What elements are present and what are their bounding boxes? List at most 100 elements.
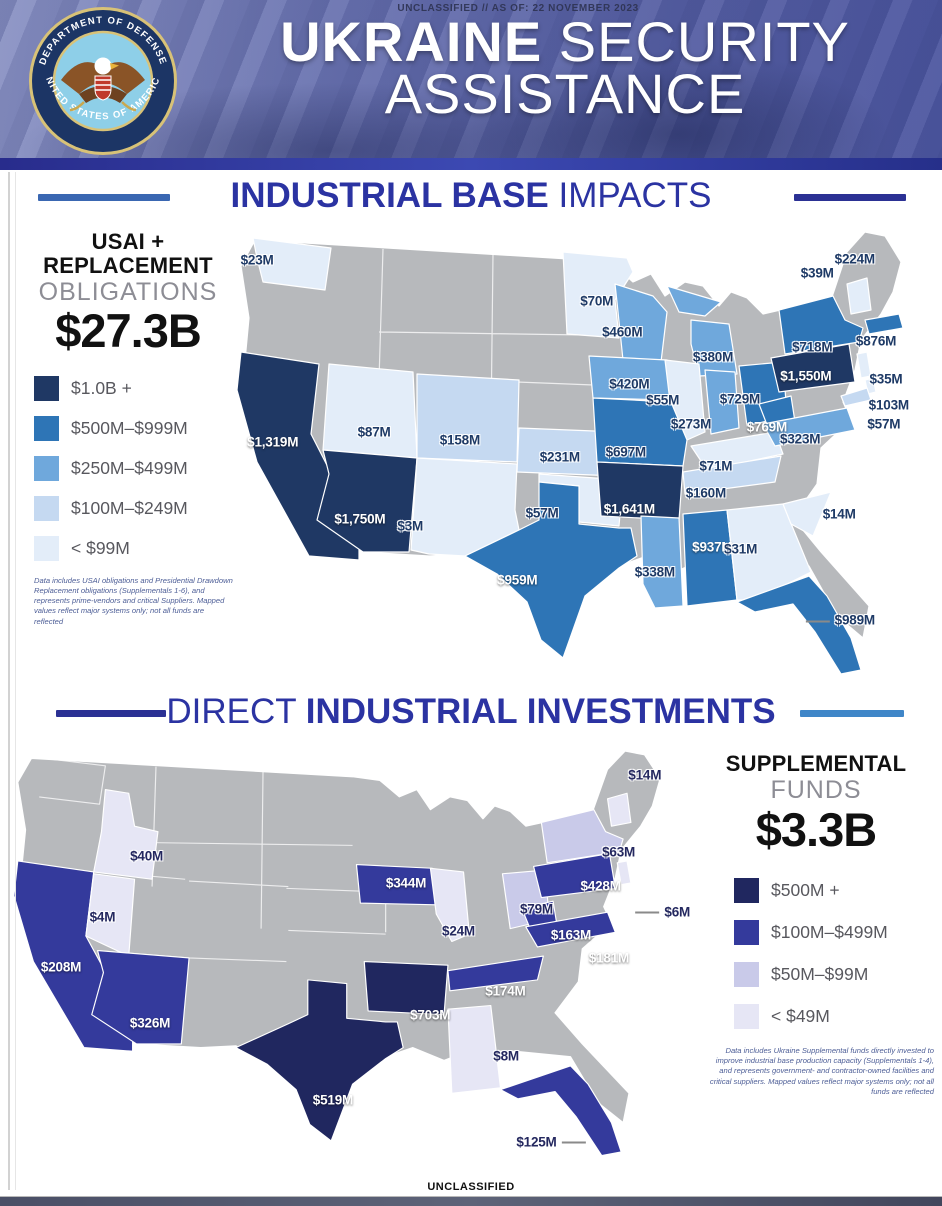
section2-title-regular: DIRECT bbox=[166, 692, 306, 731]
section1-footnote: Data includes USAI obligations and Presi… bbox=[34, 575, 233, 626]
state-value-label: $208M bbox=[40, 959, 82, 975]
state-value-label: $1,750M bbox=[334, 511, 386, 527]
state-value-label: $1,550M bbox=[780, 368, 832, 384]
legend-swatch bbox=[734, 961, 759, 987]
stat1-line3: OBLIGATIONS bbox=[38, 277, 218, 306]
state-value-label: $8M bbox=[493, 1048, 519, 1064]
section2-footnote: Data includes Ukraine Supplemental funds… bbox=[709, 1045, 934, 1096]
section2-title-text: DIRECT INDUSTRIAL INVESTMENTS bbox=[166, 692, 775, 731]
state-value-label: $71M bbox=[699, 458, 733, 474]
legend-label: < $49M bbox=[771, 1005, 830, 1026]
legend-label: $1.0B + bbox=[71, 377, 132, 398]
state-value-label: $703M bbox=[410, 1007, 451, 1023]
state-value-label: $231M bbox=[539, 449, 580, 465]
header-accent-bar bbox=[0, 158, 942, 170]
state-value-label: $87M bbox=[357, 424, 391, 440]
state-value-label: $57M bbox=[867, 416, 901, 432]
legend-swatch bbox=[734, 1003, 759, 1029]
state-value-label: $57M bbox=[525, 505, 559, 521]
state-value-label: $428M bbox=[580, 878, 621, 894]
section1-legend: $1.0B + $500M–$999M $250M–$499M $100M–$249M… bbox=[22, 375, 234, 561]
us-map-1 bbox=[236, 231, 904, 675]
bottom-bar bbox=[0, 1196, 942, 1206]
title-dash-left bbox=[38, 194, 170, 201]
state-value-label: $1,319M bbox=[247, 434, 299, 450]
page-header: UNCLASSIFIED // AS OF: 22 NOVEMBER 2023 … bbox=[0, 0, 942, 158]
state-value-label: $3M bbox=[397, 518, 424, 534]
legend-label: $50M–$99M bbox=[771, 963, 869, 984]
legend-item: $100M–$249M bbox=[34, 495, 234, 521]
legend-swatch bbox=[734, 919, 759, 945]
leader-line bbox=[561, 1141, 586, 1144]
legend-item: $500M–$999M bbox=[34, 415, 234, 441]
legend-swatch bbox=[34, 455, 59, 481]
state-value-label: $380M bbox=[692, 349, 734, 365]
us-map-2 bbox=[13, 750, 661, 1157]
stat2-value: $3.3B bbox=[755, 802, 877, 856]
stat2-line1: SUPPLEMENTAL bbox=[725, 751, 907, 776]
state-value-label: $937M bbox=[692, 539, 733, 555]
section1-title-regular: IMPACTS bbox=[548, 176, 712, 215]
state-value-label: $729M bbox=[719, 391, 761, 407]
title-ukraine: UKRAINE bbox=[280, 10, 543, 73]
state-value-label: $420M bbox=[609, 376, 650, 392]
state-value-label: $40M bbox=[130, 848, 164, 864]
title-dash-left-2 bbox=[56, 710, 166, 717]
state-value-label: $1,641M bbox=[603, 501, 655, 517]
section2-title: DIRECT INDUSTRIAL INVESTMENTS bbox=[0, 692, 942, 738]
map2-label-layer: $14M $63M $40M $344M $428M $79M $6M $4M $24M $163… bbox=[10, 742, 700, 1172]
legend-item: < $49M bbox=[734, 1003, 934, 1029]
state-value-label: $6M bbox=[635, 904, 690, 919]
section1-title: INDUSTRIAL BASE IMPACTS bbox=[0, 176, 942, 226]
section1-title-text: INDUSTRIAL BASE IMPACTS bbox=[231, 176, 712, 215]
state-value-label: $273M bbox=[670, 416, 712, 432]
state-value-label: $989M bbox=[805, 613, 875, 628]
legend-item: $100M–$499M bbox=[734, 919, 934, 945]
leader-line bbox=[805, 620, 830, 623]
footer-classification: UNCLASSIFIED bbox=[427, 1181, 515, 1193]
state-value-label: $70M bbox=[580, 293, 614, 309]
scan-edge-artifact bbox=[8, 172, 16, 1190]
legend-label: $100M–$249M bbox=[71, 497, 188, 518]
state-value-label: $103M bbox=[868, 397, 909, 413]
state-value-label: $460M bbox=[602, 324, 643, 340]
dod-seal: DEPARTMENT OF DEFENSE UNITED STATES OF A… bbox=[24, 0, 178, 156]
stat1-line1: USAI + bbox=[91, 229, 165, 254]
section2-legend: $500M + $100M–$499M $50M–$99M < $49M bbox=[698, 877, 934, 1029]
state-value-label: $4M bbox=[89, 909, 116, 925]
state-value-label: $31M bbox=[724, 541, 758, 557]
stat2-line2: FUNDS bbox=[770, 775, 862, 804]
state-value-label: $718M bbox=[792, 339, 833, 355]
state-value-label: $35M bbox=[869, 371, 903, 387]
state-value-label: $323M bbox=[780, 431, 821, 447]
state-value-label: $769M bbox=[746, 419, 788, 435]
state-value-label: $697M bbox=[605, 444, 646, 460]
legend-swatch bbox=[34, 415, 59, 441]
legend-label: $100M–$499M bbox=[771, 921, 888, 942]
state-value-label: $326M bbox=[129, 1015, 171, 1031]
state-value-label: $125M bbox=[516, 1134, 586, 1149]
page-title: UKRAINE SECURITY ASSISTANCE bbox=[200, 14, 930, 125]
state-value-label: $63M bbox=[602, 844, 636, 860]
section2: $14M $63M $40M $344M $428M $79M $6M $4M $24M $163… bbox=[0, 738, 942, 1178]
legend-label: $250M–$499M bbox=[71, 457, 188, 478]
classification-banner: UNCLASSIFIED // AS OF: 22 NOVEMBER 2023 bbox=[397, 3, 639, 14]
section2-title-bold: INDUSTRIAL INVESTMENTS bbox=[305, 692, 776, 731]
eagle-icon bbox=[61, 57, 145, 112]
section2-stat-block: SUPPLEMENTAL FUNDS $3.3B $500M + $100M–$4… bbox=[698, 752, 934, 1097]
state-value-label: $224M bbox=[834, 251, 875, 267]
map1-label-layer: $23M $224M $39M $70M $460M $876M $718M $380M $1,… bbox=[233, 222, 942, 692]
title-line-2: ASSISTANCE bbox=[384, 61, 746, 125]
state-value-label: $14M bbox=[628, 767, 662, 783]
title-dash-right bbox=[794, 194, 906, 201]
section1-stat-block: USAI + REPLACEMENT OBLIGATIONS $27.3B $1… bbox=[22, 230, 234, 627]
legend-label: $500M + bbox=[771, 879, 840, 900]
state-value-label: $181M bbox=[588, 950, 630, 966]
legend-swatch bbox=[734, 877, 759, 903]
legend-swatch bbox=[34, 375, 59, 401]
state-value-label: $338M bbox=[634, 564, 675, 580]
section1-title-bold: INDUSTRIAL BASE bbox=[230, 176, 549, 215]
supplemental-funds-map: $14M $63M $40M $344M $428M $79M $6M $4M $24M $163… bbox=[10, 742, 700, 1172]
legend-item: $250M–$499M bbox=[34, 455, 234, 481]
